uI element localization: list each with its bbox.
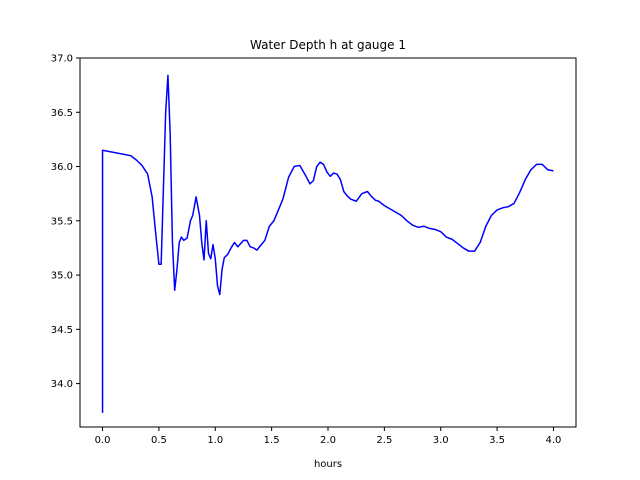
x-tick-label: 1.0: [207, 435, 223, 446]
y-tick-label: 35.5: [51, 216, 73, 227]
y-tick-label: 36.5: [51, 108, 73, 119]
x-tick-label: 2.0: [320, 435, 336, 446]
y-tick-label: 37.0: [51, 54, 73, 65]
series-layer: [101, 74, 554, 413]
y-tick-label: 34.0: [51, 379, 73, 390]
x-axis-ticks: 0.0 0.5 1.0 1.5 2.0 2.5 3.0 3.5 4.0: [95, 427, 562, 446]
y-tick-label: 35.0: [51, 271, 73, 282]
x-tick-label: 4.0: [546, 435, 562, 446]
x-tick-label: 0.5: [151, 435, 167, 446]
x-axis-label: hours: [314, 459, 342, 470]
x-tick-label: 1.5: [264, 435, 280, 446]
series-line-0: [101, 74, 554, 413]
y-tick-label: 34.5: [51, 325, 73, 336]
x-tick-label: 2.5: [376, 435, 392, 446]
chart-title: Water Depth h at gauge 1: [250, 38, 406, 52]
x-tick-label: 0.0: [95, 435, 111, 446]
y-tick-label: 36.0: [51, 162, 73, 173]
x-tick-label: 3.0: [433, 435, 449, 446]
plot-area: 0.0 0.5 1.0 1.5 2.0 2.5 3.0 3.5 4.0 34.0 34.5 35.0…: [51, 54, 577, 446]
x-tick-label: 3.5: [489, 435, 505, 446]
y-axis-ticks: 34.0 34.5 35.0 35.5 36.0 36.5 37.0: [51, 54, 80, 390]
